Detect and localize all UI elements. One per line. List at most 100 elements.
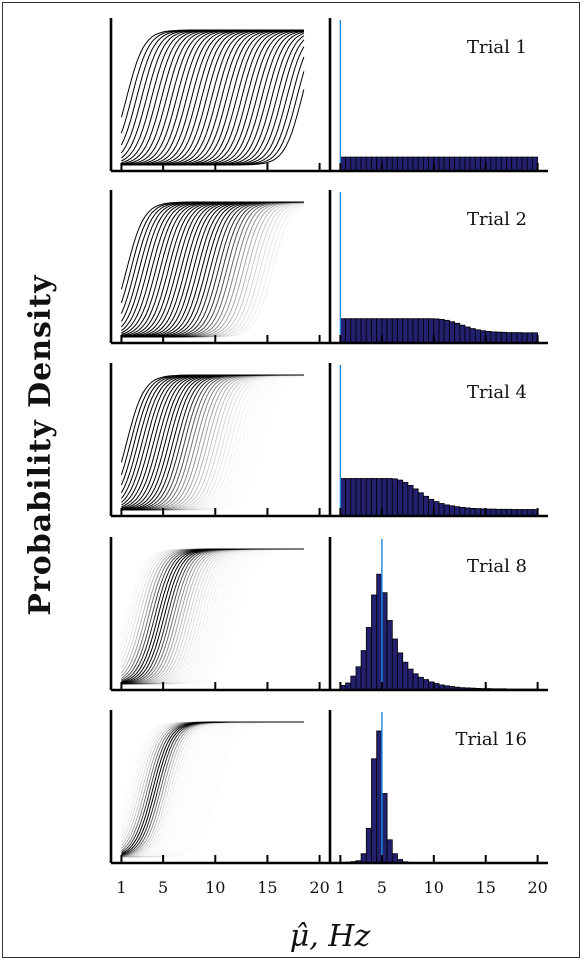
histogram-bar <box>391 318 398 344</box>
histogram-bar <box>386 839 393 864</box>
histogram-bar <box>448 505 455 517</box>
curve-line <box>121 548 304 685</box>
histogram-bar <box>391 156 398 172</box>
curve-line <box>121 374 304 511</box>
curve-line <box>121 203 305 338</box>
curve-line <box>121 548 304 685</box>
histogram-bar <box>469 328 476 344</box>
histogram-bar <box>376 573 383 691</box>
curve-line <box>121 374 304 511</box>
histogram-bar <box>350 156 357 172</box>
histogram-bar <box>381 592 388 691</box>
histogram-bar <box>345 478 352 517</box>
curve-line <box>121 548 304 685</box>
panel-title: Trial 8 <box>467 556 527 577</box>
curve-line <box>121 548 304 685</box>
histogram-bar <box>376 730 383 864</box>
curve-line <box>121 721 304 857</box>
x-tick-label-left: 5 <box>158 878 168 897</box>
histogram-bar <box>490 331 497 344</box>
curve-line <box>121 374 304 511</box>
histogram-bar <box>500 156 507 172</box>
histogram-bar <box>526 332 533 344</box>
histogram-bar <box>365 318 372 344</box>
histogram-bar <box>402 661 409 691</box>
curve-line <box>121 548 304 685</box>
histogram-bar <box>391 853 398 864</box>
curve-line <box>121 205 305 338</box>
curve-line <box>121 89 305 166</box>
histogram-bar <box>355 666 362 691</box>
x-tick-label-right: 1 <box>335 878 345 897</box>
histogram-bar <box>412 156 419 172</box>
curve-line <box>121 721 304 858</box>
curve-line <box>121 721 304 857</box>
histogram-bar <box>464 156 471 172</box>
histogram-bar <box>386 318 393 344</box>
curve-line <box>121 374 304 511</box>
histogram-bar <box>474 156 481 172</box>
curve-line <box>121 548 304 685</box>
curve-line <box>121 721 304 857</box>
curve-line <box>121 548 304 685</box>
histogram-bar <box>490 156 497 172</box>
histogram-bar <box>365 627 372 691</box>
histogram-bar <box>412 318 419 344</box>
histogram-bar <box>371 478 378 517</box>
x-tick-label-left: 1 <box>116 878 126 897</box>
histogram-bar <box>417 676 424 691</box>
histogram-bar <box>345 156 352 172</box>
histogram-bar <box>355 156 362 172</box>
histogram-bar <box>360 853 367 864</box>
y-axis-label: Probability Density <box>23 274 58 616</box>
histogram-bar <box>391 478 398 517</box>
curve-line <box>121 721 304 858</box>
histogram-bar <box>397 652 404 691</box>
curve-line <box>121 374 304 511</box>
histogram-bar <box>407 668 414 691</box>
histogram-bar <box>386 620 393 691</box>
curve-line <box>121 374 304 511</box>
histogram-bar <box>402 156 409 172</box>
histogram-bar <box>360 156 367 172</box>
histogram-bar <box>495 331 502 344</box>
histogram-bar <box>365 156 372 172</box>
histogram-bar <box>397 479 404 517</box>
histogram-bar <box>412 673 419 691</box>
histogram-bar <box>407 484 414 517</box>
histogram-bar <box>360 650 367 691</box>
histogram-bar <box>454 506 461 517</box>
histogram-bar <box>516 332 523 344</box>
histogram-bar <box>365 827 372 864</box>
curve-line <box>121 548 304 685</box>
histogram-bar <box>438 156 445 172</box>
histogram-bar <box>417 318 424 344</box>
histogram-bar <box>443 156 450 172</box>
histogram-bar <box>454 156 461 172</box>
histogram-bar <box>511 332 518 344</box>
histogram-bar <box>443 504 450 517</box>
curve-line <box>121 202 304 338</box>
histogram-bar <box>521 332 528 344</box>
histogram-bar <box>422 495 429 517</box>
histogram-bar <box>454 322 461 344</box>
histogram-bar <box>459 324 466 344</box>
histogram-bar <box>350 318 357 344</box>
curve-line <box>121 548 304 685</box>
histogram-bar <box>350 675 357 691</box>
panel-title: Trial 2 <box>467 209 527 230</box>
histogram-bar <box>391 638 398 691</box>
curve-line <box>121 374 304 511</box>
x-axis-label: μ̂, Hz <box>290 919 371 954</box>
histogram-bar <box>371 594 378 691</box>
curve-line <box>121 202 304 338</box>
histogram-bar <box>469 156 476 172</box>
curve-line <box>121 374 304 511</box>
x-tick-label-left: 15 <box>257 878 277 897</box>
curve-line <box>121 548 304 685</box>
panel-title: Trial 4 <box>467 382 527 403</box>
histogram-bar <box>371 758 378 864</box>
histogram-bar <box>511 156 518 172</box>
histogram-bar <box>371 156 378 172</box>
histogram-bar <box>459 156 466 172</box>
